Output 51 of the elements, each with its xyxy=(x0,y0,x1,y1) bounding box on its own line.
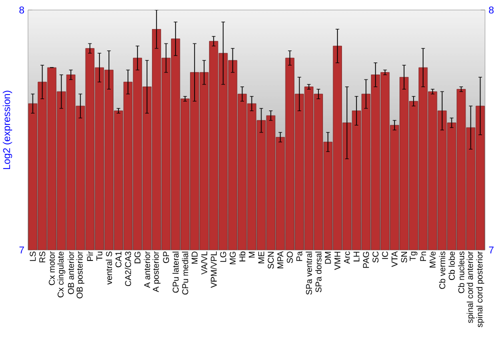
x-tick-label: DM xyxy=(324,252,331,264)
x-tick-label: SPa ventral xyxy=(306,252,312,295)
x-tick-label: Tg xyxy=(410,252,418,261)
x-tick-label: RS xyxy=(39,252,46,262)
x-tick-label: A anterior xyxy=(144,251,150,288)
x-tick-label: SO xyxy=(286,252,293,264)
x-tick-label: Cb vermis xyxy=(439,252,446,289)
x-tick-label: LH xyxy=(354,252,360,262)
x-tick-label: Pn xyxy=(420,252,426,261)
x-tick-label: CA2/CA3 xyxy=(124,252,132,286)
x-tick-label: CA1 xyxy=(115,252,122,268)
x-tick-label: M xyxy=(248,252,255,258)
x-tick-label: SPa dorsal xyxy=(315,252,322,292)
x-tick-label: SCN xyxy=(268,252,274,269)
x-tick-label: VTA xyxy=(392,251,398,268)
x-tick-label: MD xyxy=(192,252,198,264)
x-tick-label: Hb xyxy=(239,252,246,262)
x-tick-label: MVe xyxy=(430,252,436,268)
x-tick-label: PAG xyxy=(363,252,369,268)
x-tick-label: Pir xyxy=(86,251,93,261)
x-tick-label: A posterior xyxy=(152,251,160,292)
x-tick-label: Cx cingulate xyxy=(57,252,66,298)
y-axis-title: Log2 (expression) xyxy=(2,90,12,170)
x-tick-label: Cx motor xyxy=(48,251,55,286)
x-tick-label: Arc xyxy=(344,251,350,264)
x-tick-label: MPA xyxy=(277,251,284,268)
x-tick-label: DG xyxy=(134,252,140,264)
x-tick-label: VMH xyxy=(334,252,340,270)
x-tick-label: CPu lateral xyxy=(172,252,179,293)
x-tick-label: ventral S xyxy=(106,252,112,285)
x-tick-label: Pa xyxy=(296,251,302,261)
y2-tick-label: 7 xyxy=(489,246,494,254)
x-tick-label: CPu medial xyxy=(182,252,188,295)
x-tick-label: spinal cord posterior xyxy=(476,251,484,328)
x-tick-label: Tu xyxy=(96,252,102,261)
x-tick-label: MG xyxy=(230,252,236,264)
x-tick-label: Cb nucleus xyxy=(458,252,464,294)
x-tick-label: OB anterior xyxy=(68,251,74,294)
x-tick-label: OB posterior xyxy=(76,251,84,298)
x-tick-label: LS xyxy=(30,252,36,261)
x-tick-label: spinal cord anterior xyxy=(466,251,475,323)
x-tick-label: VA/VL xyxy=(201,251,208,275)
x-tick-label: SC xyxy=(372,252,379,263)
x-tick-label: Cb lobe xyxy=(448,252,455,280)
x-tick-label: ME xyxy=(258,252,264,264)
x-tick-label: IC xyxy=(382,252,388,259)
y2-tick-label: 8 xyxy=(488,6,494,14)
x-tick-label: VPM/VPL xyxy=(210,251,217,288)
x-tick-label: LG xyxy=(220,252,226,262)
x-tick-label: GP xyxy=(163,252,170,264)
x-tick-label: SN xyxy=(401,252,408,263)
